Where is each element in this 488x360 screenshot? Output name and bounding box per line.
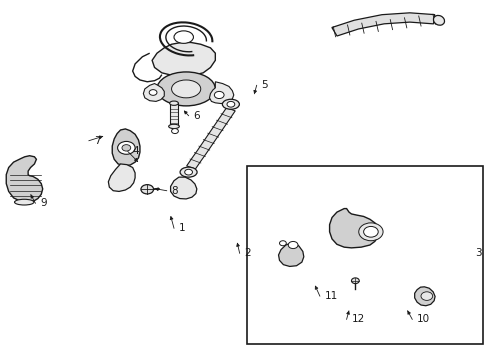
Circle shape bbox=[171, 129, 178, 134]
Text: 1: 1 bbox=[179, 223, 185, 233]
Ellipse shape bbox=[169, 101, 178, 105]
Circle shape bbox=[363, 226, 377, 237]
Polygon shape bbox=[414, 287, 434, 306]
Polygon shape bbox=[143, 84, 164, 102]
Polygon shape bbox=[6, 156, 42, 202]
Ellipse shape bbox=[222, 99, 239, 109]
Circle shape bbox=[420, 292, 432, 300]
Polygon shape bbox=[329, 208, 377, 248]
Polygon shape bbox=[108, 164, 135, 192]
Text: 10: 10 bbox=[416, 314, 429, 324]
Circle shape bbox=[287, 242, 297, 249]
Text: 12: 12 bbox=[351, 314, 364, 324]
Bar bbox=[246, 166, 482, 344]
Circle shape bbox=[122, 145, 130, 151]
Ellipse shape bbox=[432, 15, 444, 25]
Circle shape bbox=[184, 169, 192, 175]
Ellipse shape bbox=[168, 124, 179, 129]
Text: 4: 4 bbox=[132, 147, 139, 157]
Circle shape bbox=[214, 91, 224, 99]
Ellipse shape bbox=[174, 31, 193, 43]
Circle shape bbox=[117, 141, 135, 154]
Text: 2: 2 bbox=[244, 248, 251, 258]
Polygon shape bbox=[169, 103, 178, 126]
Polygon shape bbox=[209, 82, 233, 104]
Circle shape bbox=[226, 102, 234, 107]
Circle shape bbox=[141, 185, 153, 194]
Text: 7: 7 bbox=[94, 136, 100, 146]
Text: 3: 3 bbox=[474, 248, 481, 258]
Text: 6: 6 bbox=[193, 111, 200, 121]
Polygon shape bbox=[186, 108, 235, 169]
Text: 8: 8 bbox=[171, 186, 178, 196]
Circle shape bbox=[351, 278, 359, 284]
Polygon shape bbox=[278, 243, 303, 266]
Polygon shape bbox=[112, 129, 140, 166]
Circle shape bbox=[279, 241, 286, 246]
Ellipse shape bbox=[157, 72, 215, 106]
Polygon shape bbox=[170, 177, 197, 199]
Text: 11: 11 bbox=[324, 291, 337, 301]
Ellipse shape bbox=[358, 223, 382, 241]
Polygon shape bbox=[331, 13, 434, 36]
Ellipse shape bbox=[180, 167, 197, 177]
Circle shape bbox=[149, 90, 157, 95]
Ellipse shape bbox=[171, 80, 201, 98]
Text: 5: 5 bbox=[261, 80, 267, 90]
Polygon shape bbox=[152, 42, 215, 76]
Text: 9: 9 bbox=[40, 198, 47, 208]
Ellipse shape bbox=[15, 199, 34, 205]
